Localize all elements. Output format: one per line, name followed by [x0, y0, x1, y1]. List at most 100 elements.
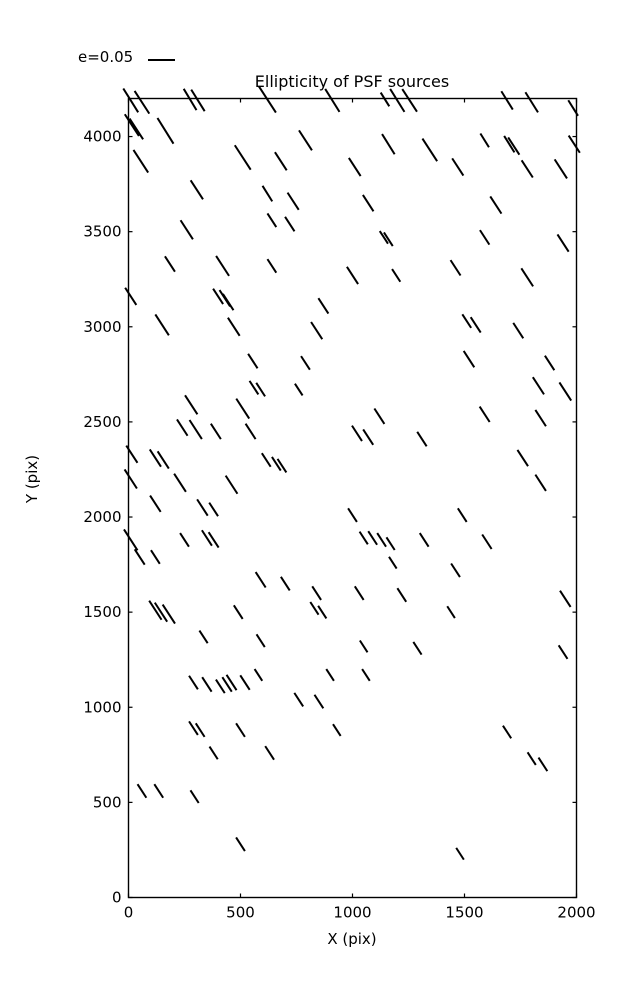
whisker-segment: [310, 321, 324, 340]
whisker-segment: [512, 322, 525, 339]
y-tick-label: 3500: [83, 223, 121, 241]
whisker-segment: [254, 571, 267, 589]
whisker-segment: [239, 674, 251, 691]
whisker-segment: [148, 600, 163, 621]
whisker-segment: [479, 229, 491, 246]
whisker-segment: [559, 590, 572, 608]
whisker-segment: [235, 836, 246, 852]
whisker-segment: [520, 267, 534, 287]
whisker-segment: [385, 536, 396, 551]
whisker-segment: [244, 423, 257, 440]
whisker-segment: [462, 350, 476, 368]
whisker-segment: [184, 394, 199, 415]
whisker-segment: [201, 676, 213, 693]
whisker-segment: [502, 725, 513, 739]
whisker-segment: [300, 355, 311, 371]
whisker-segment: [255, 382, 266, 397]
whisker-segment: [271, 456, 282, 472]
whisker-segment: [503, 135, 516, 153]
whisker-segment: [421, 137, 438, 162]
whisker-segment: [556, 233, 570, 253]
legend-line-segment-icon: [148, 59, 175, 61]
whisker-segment: [215, 678, 226, 694]
whisker-segment: [196, 498, 209, 517]
x-tick-label: 1000: [333, 904, 371, 922]
whisker-segment: [161, 603, 176, 625]
whisker-segment: [253, 668, 264, 682]
whisker-segment: [455, 847, 465, 861]
whisker-segment: [179, 532, 190, 548]
whisker-segment: [248, 380, 260, 396]
whisker-segment: [379, 92, 391, 107]
whisker-segment: [391, 268, 402, 283]
whisker-segment: [123, 528, 139, 551]
whisker-segment: [346, 266, 359, 285]
whisker-segment: [531, 376, 545, 395]
whisker-segment: [233, 144, 252, 171]
whisker-segment: [479, 132, 490, 148]
whisker-segment: [235, 398, 251, 420]
whisker-segment: [153, 783, 164, 799]
whisker-segment: [150, 549, 161, 565]
whisker-segment: [247, 353, 259, 369]
whisker-segment: [276, 458, 288, 473]
x-tick-label: 0: [124, 904, 134, 922]
whisker-segment: [227, 317, 241, 337]
whisker-segment: [401, 88, 418, 113]
whisker-segment: [317, 605, 328, 620]
whisker-segment: [188, 675, 199, 690]
whisker-segment: [261, 185, 274, 202]
whisker-segment: [280, 576, 291, 591]
whisker-segment: [446, 605, 456, 619]
whisker-segment: [133, 90, 151, 115]
whisker-segment: [188, 720, 199, 736]
whisker-segment: [567, 135, 581, 154]
whisker-segment: [235, 722, 246, 738]
whisker-segment: [286, 192, 300, 211]
whisker-segment: [156, 117, 175, 145]
whisker-segment: [544, 355, 556, 371]
whisker-segment: [258, 85, 277, 114]
whisker-segment: [198, 629, 209, 644]
whisker-segment: [451, 157, 465, 177]
whisker-segment: [266, 258, 278, 274]
whisker-segment: [123, 468, 138, 490]
whisker-segment: [201, 529, 213, 547]
whisker-segment: [489, 195, 503, 215]
whisker-segment: [136, 783, 148, 799]
whisker-segment: [558, 381, 573, 402]
whisker-segment: [500, 90, 514, 111]
whisker-segment: [261, 452, 272, 468]
whisker-segment: [359, 639, 369, 653]
whisker-segment: [215, 255, 230, 277]
whisker-segment: [469, 316, 482, 334]
whisker-segment: [154, 313, 170, 336]
whisker-segment: [516, 449, 529, 467]
whisker-series: [122, 85, 581, 861]
whisker-segment: [324, 88, 341, 113]
whisker-segment: [381, 133, 396, 155]
whisker-segment: [481, 533, 493, 550]
whisker-segment: [362, 428, 375, 446]
whisker-segment: [416, 431, 428, 447]
whisker-segment: [507, 136, 521, 156]
whisker-segment: [233, 604, 244, 620]
whisker-segment: [389, 88, 406, 113]
whisker-segment: [188, 419, 203, 440]
whisker-segment: [332, 723, 342, 737]
whisker-segment: [325, 668, 335, 682]
whisker-segment: [298, 129, 313, 151]
whisker-segment: [478, 406, 491, 423]
whisker-segment: [361, 668, 371, 682]
whisker-segment: [557, 644, 569, 660]
whisker-segment: [351, 425, 363, 442]
y-tick-label: 3000: [83, 318, 121, 336]
whisker-segment: [164, 255, 176, 273]
whisker-segment: [358, 531, 369, 545]
y-tick-label: 500: [93, 793, 122, 811]
whisker-segment: [224, 475, 239, 495]
page-title: Ellipticity of PSF sources: [254, 72, 450, 91]
whisker-segment: [526, 751, 537, 766]
